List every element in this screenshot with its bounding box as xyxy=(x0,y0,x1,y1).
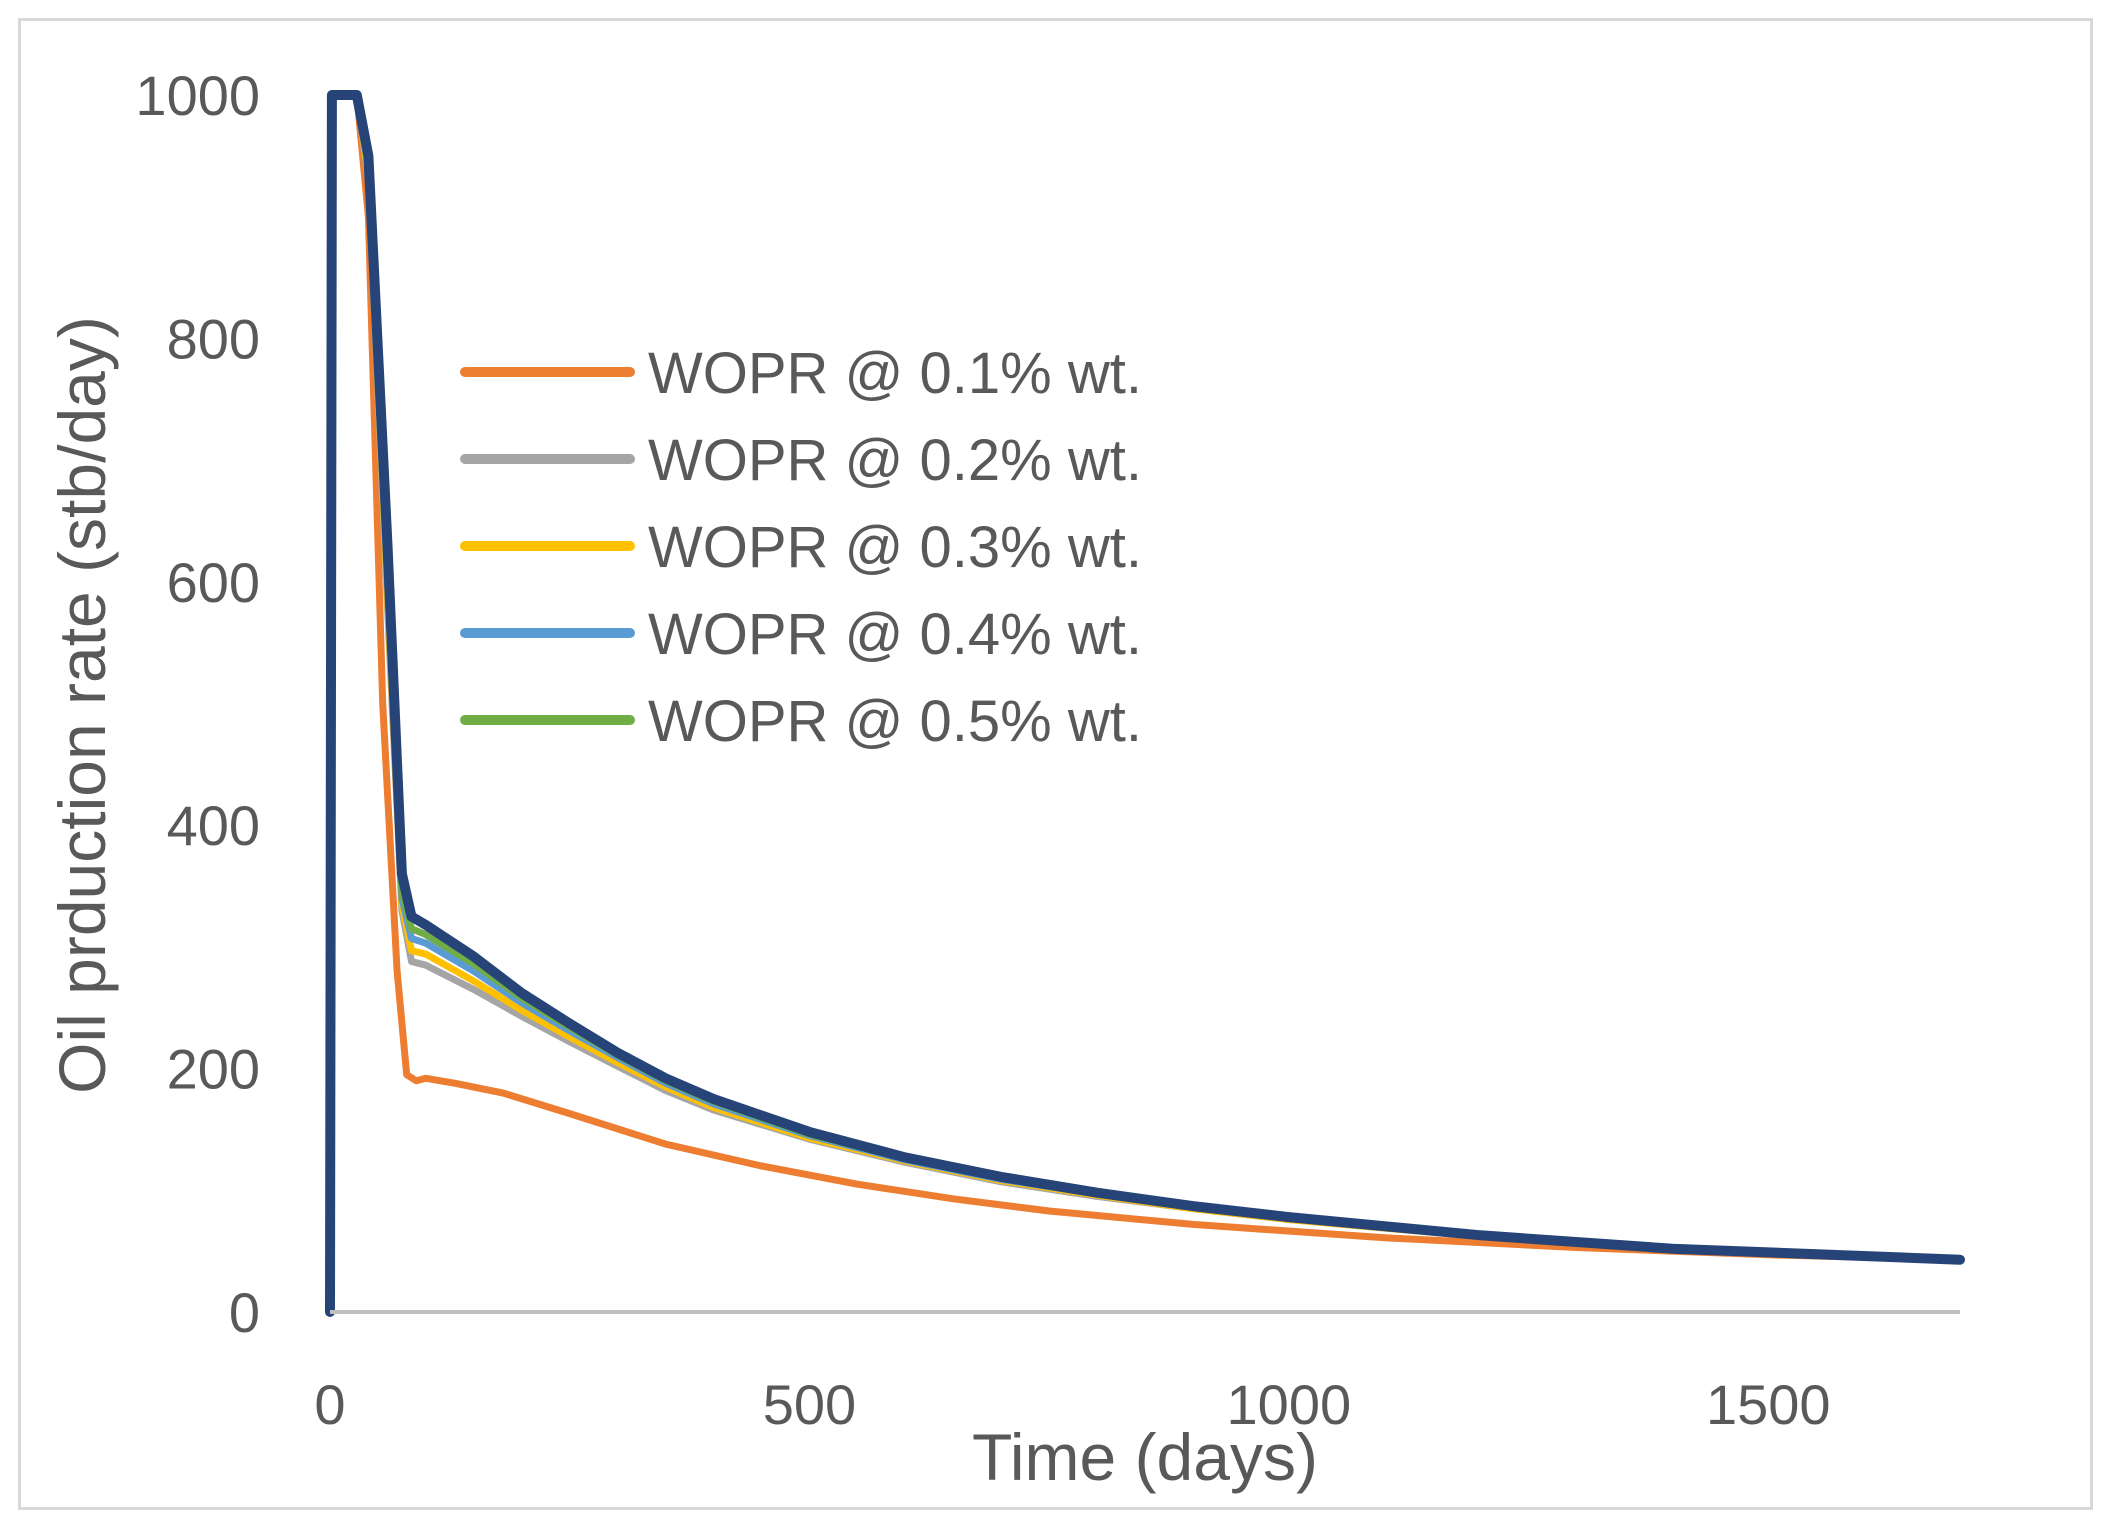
legend-label: WOPR @ 0.5% wt. xyxy=(648,689,1142,754)
x-axis-title: Time (days) xyxy=(972,1420,1318,1494)
series-line-4 xyxy=(326,91,1964,1316)
legend: WOPR @ 0.1% wt. WOPR @ 0.2% wt. WOPR @ 0.3… xyxy=(460,341,1142,754)
chart-frame xyxy=(18,18,2093,1510)
x-tick-label: 500 xyxy=(763,1373,856,1436)
legend-label: WOPR @ 0.4% wt. xyxy=(648,602,1142,667)
y-tick-label: 800 xyxy=(167,307,260,370)
y-tick-label: 1000 xyxy=(135,64,260,127)
y-tick-label: 200 xyxy=(167,1038,260,1101)
series-line-5 xyxy=(326,91,1964,1316)
x-tick-label: 1500 xyxy=(1706,1373,1831,1436)
series-line-6 xyxy=(325,90,1965,1317)
y-tick-labels: 0 200 400 600 800 1000 xyxy=(135,64,260,1344)
y-tick-label: 600 xyxy=(167,551,260,614)
legend-label: WOPR @ 0.1% wt. xyxy=(648,341,1142,406)
series-line-1 xyxy=(326,91,1964,1316)
series-line-3 xyxy=(326,91,1964,1316)
x-tick-label: 0 xyxy=(314,1373,345,1436)
x-tick-labels: 0 500 1000 1500 xyxy=(314,1373,1830,1436)
y-tick-label: 0 xyxy=(229,1281,260,1344)
y-tick-label: 400 xyxy=(167,794,260,857)
legend-label: WOPR @ 0.3% wt. xyxy=(648,515,1142,580)
y-axis-title: Oil prduction rate (stb/day) xyxy=(45,316,119,1094)
legend-label: WOPR @ 0.2% wt. xyxy=(648,428,1142,493)
x-tick-label: 1000 xyxy=(1227,1373,1352,1436)
series-line-2 xyxy=(326,91,1964,1316)
series-layer xyxy=(325,90,1965,1317)
